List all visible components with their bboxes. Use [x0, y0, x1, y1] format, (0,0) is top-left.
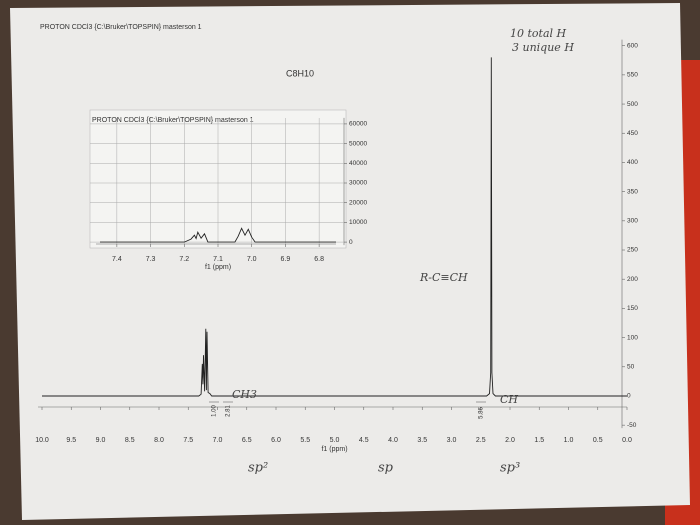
handwritten-note: CH: [500, 393, 518, 406]
integral-label: 2.81: [226, 405, 232, 417]
y-tick-label: 150: [627, 305, 638, 312]
x-tick-label: 2.5: [476, 437, 486, 444]
x-tick-label: 3.5: [417, 437, 427, 444]
x-tick-label: 1.5: [534, 437, 544, 444]
x-tick-label: 8.0: [154, 437, 164, 444]
x-axis-label: f1 (ppm): [205, 264, 231, 271]
y-tick-label: 500: [627, 101, 638, 108]
chart-title: PROTON CDCl3 {C:\Bruker\TOPSPIN} masters…: [92, 117, 254, 124]
y-tick-label: 60000: [349, 121, 367, 128]
y-tick-label: 550: [627, 72, 638, 79]
x-tick-label: 7.5: [183, 437, 193, 444]
x-tick-label: 0.0: [622, 437, 632, 444]
y-tick-label: -50: [627, 422, 637, 429]
x-tick-label: 5.0: [330, 437, 340, 444]
x-tick-label: 7.4: [112, 256, 122, 263]
y-tick-label: 20000: [349, 199, 367, 206]
y-tick-label: 450: [627, 130, 638, 137]
x-tick-label: 3.0: [447, 437, 457, 444]
y-tick-label: 30000: [349, 180, 367, 187]
handwritten-note: sp²: [248, 461, 268, 476]
x-tick-label: 7.3: [146, 256, 156, 263]
x-tick-label: 10.0: [35, 437, 49, 444]
spectrum: [42, 57, 627, 397]
y-tick-label: 50: [627, 363, 635, 370]
y-tick-label: 10000: [349, 219, 367, 226]
x-tick-label: 9.5: [66, 437, 76, 444]
x-tick-label: 5.5: [300, 437, 310, 444]
x-tick-label: 0.5: [593, 437, 603, 444]
y-tick-label: 350: [627, 188, 638, 195]
x-tick-label: 7.0: [213, 437, 223, 444]
x-tick-label: 6.0: [271, 437, 281, 444]
handwritten-note: 3 unique H: [512, 41, 574, 54]
handwritten-note: sp³: [500, 461, 520, 476]
x-tick-label: 4.0: [388, 437, 398, 444]
y-tick-label: 50000: [349, 140, 367, 147]
integral-label: 5.86: [479, 407, 485, 419]
x-tick-label: 6.5: [242, 437, 252, 444]
x-tick-label: 8.5: [125, 437, 135, 444]
integral-label: 1.00: [212, 405, 218, 417]
y-tick-label: 400: [627, 159, 638, 166]
handwritten-note: CH3: [232, 388, 257, 401]
x-tick-label: 7.2: [179, 256, 189, 263]
x-tick-label: 7.1: [213, 256, 223, 263]
y-tick-label: 100: [627, 334, 638, 341]
y-tick-label: 0: [627, 393, 631, 400]
chart-subtitle: C8H10: [286, 68, 314, 78]
y-tick-label: 200: [627, 276, 638, 283]
spectrum: [100, 227, 336, 243]
y-tick-label: 600: [627, 42, 638, 49]
x-axis-label: f1 (ppm): [321, 446, 347, 453]
y-tick-label: 40000: [349, 160, 367, 167]
handwritten-note: sp: [378, 461, 394, 476]
handwritten-note: R-C≡CH: [419, 271, 468, 284]
y-tick-label: 250: [627, 247, 638, 254]
x-tick-label: 4.5: [359, 437, 369, 444]
x-tick-label: 2.0: [505, 437, 515, 444]
x-tick-label: 6.9: [281, 256, 291, 263]
handwritten-note: 10 total H: [510, 27, 567, 40]
chart-title: PROTON CDCl3 {C:\Bruker\TOPSPIN} masters…: [40, 24, 202, 31]
x-tick-label: 7.0: [247, 256, 257, 263]
y-tick-label: 0: [349, 239, 353, 246]
x-tick-label: 6.8: [314, 256, 324, 263]
x-tick-label: 9.0: [96, 437, 106, 444]
y-tick-label: 300: [627, 218, 638, 225]
x-tick-label: 1.0: [564, 437, 574, 444]
